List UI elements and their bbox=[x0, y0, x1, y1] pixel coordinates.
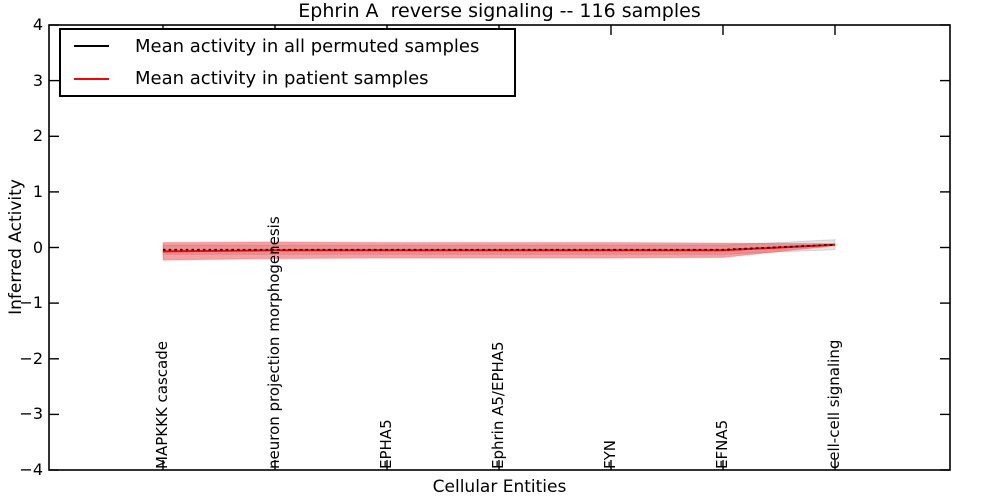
x-tick-label: neuron projection morphogenesis bbox=[265, 216, 283, 469]
legend: Mean activity in all permuted samples Me… bbox=[59, 28, 516, 97]
legend-line-permuted-icon bbox=[74, 45, 109, 48]
y-tick-label: −1 bbox=[19, 293, 43, 313]
y-tick-label: −3 bbox=[19, 404, 43, 424]
y-axis-label: Inferred Activity bbox=[6, 179, 26, 315]
x-tick-label: EFNA5 bbox=[713, 419, 731, 469]
x-tick-label: cell-cell signaling bbox=[825, 339, 843, 469]
legend-label-patient: Mean activity in patient samples bbox=[135, 68, 429, 90]
legend-item-patient: Mean activity in patient samples bbox=[61, 65, 514, 93]
y-tick-label: 2 bbox=[32, 126, 43, 146]
y-tick-label: 3 bbox=[32, 70, 43, 90]
x-axis-label: Cellular Entities bbox=[432, 477, 567, 497]
permuted-mean-line bbox=[163, 243, 836, 251]
y-tick-label: 1 bbox=[32, 181, 43, 201]
x-tick-label: Ephrin A5/EPHA5 bbox=[489, 341, 507, 469]
x-tick-label: FYN bbox=[601, 439, 619, 469]
y-tick-label: −2 bbox=[19, 348, 43, 368]
legend-label-permuted: Mean activity in all permuted samples bbox=[135, 35, 480, 57]
y-tick-label: −4 bbox=[19, 460, 43, 479]
x-tick-label: EPHA5 bbox=[377, 419, 395, 469]
axes-spines bbox=[48, 24, 951, 471]
y-tick-label: 0 bbox=[32, 237, 43, 257]
legend-line-patient-icon bbox=[74, 77, 109, 80]
legend-item-permuted: Mean activity in all permuted samples bbox=[61, 32, 514, 60]
chart-title: Ephrin A reverse signaling -- 116 sample… bbox=[298, 0, 701, 22]
y-tick-label: 4 bbox=[32, 15, 43, 34]
x-tick-label: MAPKKK cascade bbox=[153, 341, 171, 469]
